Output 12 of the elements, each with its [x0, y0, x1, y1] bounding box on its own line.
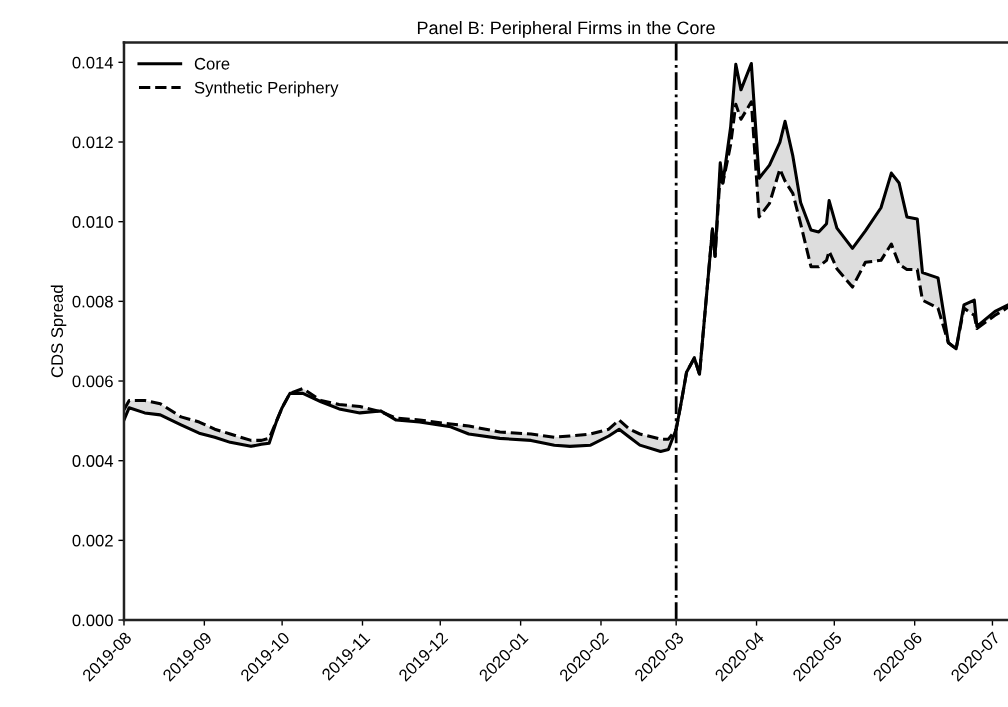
legend-label: Core [194, 57, 230, 70]
y-tick-label: 0.012 [72, 136, 113, 149]
chart-title: Panel B: Peripheral Firms in the Core [417, 21, 715, 38]
y-tick-label: 0.004 [72, 455, 114, 467]
y-tick-label: 0.000 [72, 614, 113, 627]
y-tick-label: 0.010 [72, 216, 113, 228]
y-tick-label: 0.006 [72, 375, 113, 388]
legend-label: Synthetic Periphery [194, 81, 339, 97]
y-axis-title: CDS Spread [50, 285, 67, 378]
y-tick-label: 0.008 [72, 295, 113, 308]
y-tick-label: 0.014 [72, 56, 114, 69]
y-tick-label: 0.002 [72, 534, 113, 547]
